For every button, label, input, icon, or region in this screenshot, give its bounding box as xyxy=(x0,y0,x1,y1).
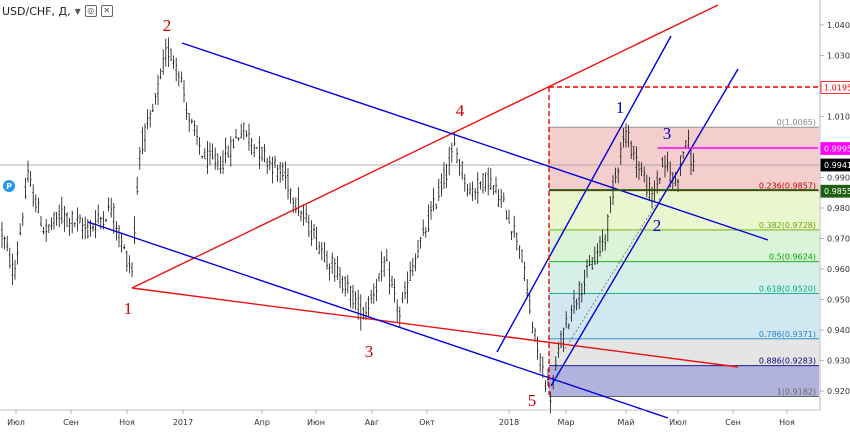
candles xyxy=(1,37,695,414)
wave-label: 2 xyxy=(653,216,662,235)
trend-line xyxy=(181,42,769,241)
fibonacci-zones xyxy=(549,127,819,397)
price-label: 1.0195 xyxy=(824,84,850,93)
price-label-box xyxy=(820,184,850,198)
price-axis: 1.04001.03001.02001.01001.00000.99000.98… xyxy=(819,0,850,410)
wave-labels: 1 2 3 4 5 1 2 3 xyxy=(124,16,672,410)
x-tick-label: Ноя xyxy=(119,418,135,427)
fib-level-label: 0.786(0.9371) xyxy=(759,330,816,339)
x-tick-label: Окт xyxy=(419,418,435,427)
x-tick-label: Сен xyxy=(725,418,741,427)
x-tick-label: Июн xyxy=(307,418,325,427)
trend-line xyxy=(131,4,719,289)
fib-level-label: 1(0.9182) xyxy=(777,387,816,396)
price-label-box xyxy=(820,142,850,155)
x-tick-label: Сен xyxy=(63,418,79,427)
wave-label: 4 xyxy=(456,101,465,120)
trend-line xyxy=(550,68,739,387)
x-tick-label: Май xyxy=(617,418,634,427)
fib-level-label: 0(1.0065) xyxy=(777,118,816,127)
price-label: 0.9995 xyxy=(824,145,850,154)
y-tick-label: 0.9200 xyxy=(827,387,850,396)
trend-line xyxy=(131,287,739,368)
wave-label: 3 xyxy=(663,124,672,143)
chevron-down-icon[interactable]: ▼ xyxy=(74,6,81,16)
y-tick-label: 1.0300 xyxy=(827,52,850,61)
fib-level-label: 0.618(0.9520) xyxy=(759,284,816,293)
y-tick-label: 1.0400 xyxy=(827,21,850,30)
fib-zone xyxy=(549,261,819,294)
x-tick-label: 2017 xyxy=(173,418,193,427)
x-tick-label: Авг xyxy=(365,418,379,427)
trend-line xyxy=(87,221,669,419)
fib-zone xyxy=(549,338,819,366)
wave-label: 2 xyxy=(163,16,172,35)
fib-zone xyxy=(549,127,819,191)
trend-line xyxy=(496,35,672,353)
svg-text:P: P xyxy=(6,182,12,191)
symbol-label[interactable]: USD/CHF, Д, xyxy=(2,4,71,18)
fib-level-label: 0.236(0.9857) xyxy=(759,182,816,191)
fib-level-label: 0.886(0.9283) xyxy=(759,357,816,366)
wave-label: 1 xyxy=(124,299,133,318)
fib-level-label: 0.5(0.9624) xyxy=(769,253,816,262)
price-label-box xyxy=(820,81,850,94)
close-icon[interactable]: ✕ xyxy=(100,5,113,17)
fib-zone xyxy=(549,365,819,397)
wave-label: 5 xyxy=(528,391,537,410)
x-tick-label: Ноя xyxy=(779,418,795,427)
settings-icon[interactable]: ◎ xyxy=(84,5,97,17)
fib-zone xyxy=(549,190,819,230)
trend-lines xyxy=(87,4,818,419)
time-axis: Июл Сен Ноя 2017 Апр Июн Авг Окт 2018 Мар Май Июл Се… xyxy=(0,409,820,427)
x-tick-label: Июл xyxy=(669,418,687,427)
x-tick-label: 2018 xyxy=(499,418,519,427)
price-label-box xyxy=(820,158,850,172)
fib-zone xyxy=(549,229,819,262)
fib-level-label: 0.382(0.9728) xyxy=(759,221,816,230)
fib-zone xyxy=(549,293,819,339)
wave-label: 1 xyxy=(616,98,625,117)
p-badge[interactable]: P xyxy=(3,180,15,192)
x-tick-label: Июл xyxy=(7,418,25,427)
wave-label: 3 xyxy=(365,342,374,361)
x-tick-label: Апр xyxy=(254,418,270,427)
x-tick-label: Мар xyxy=(558,418,575,427)
price-label: 0.9941 xyxy=(824,161,850,170)
price-label: 0.9855 xyxy=(824,187,850,196)
price-labels: 1.0195 0.9995 0.9941 0.9855 xyxy=(820,81,850,198)
chart-header: USD/CHF, Д, ▼ ◎ ✕ xyxy=(2,2,113,20)
